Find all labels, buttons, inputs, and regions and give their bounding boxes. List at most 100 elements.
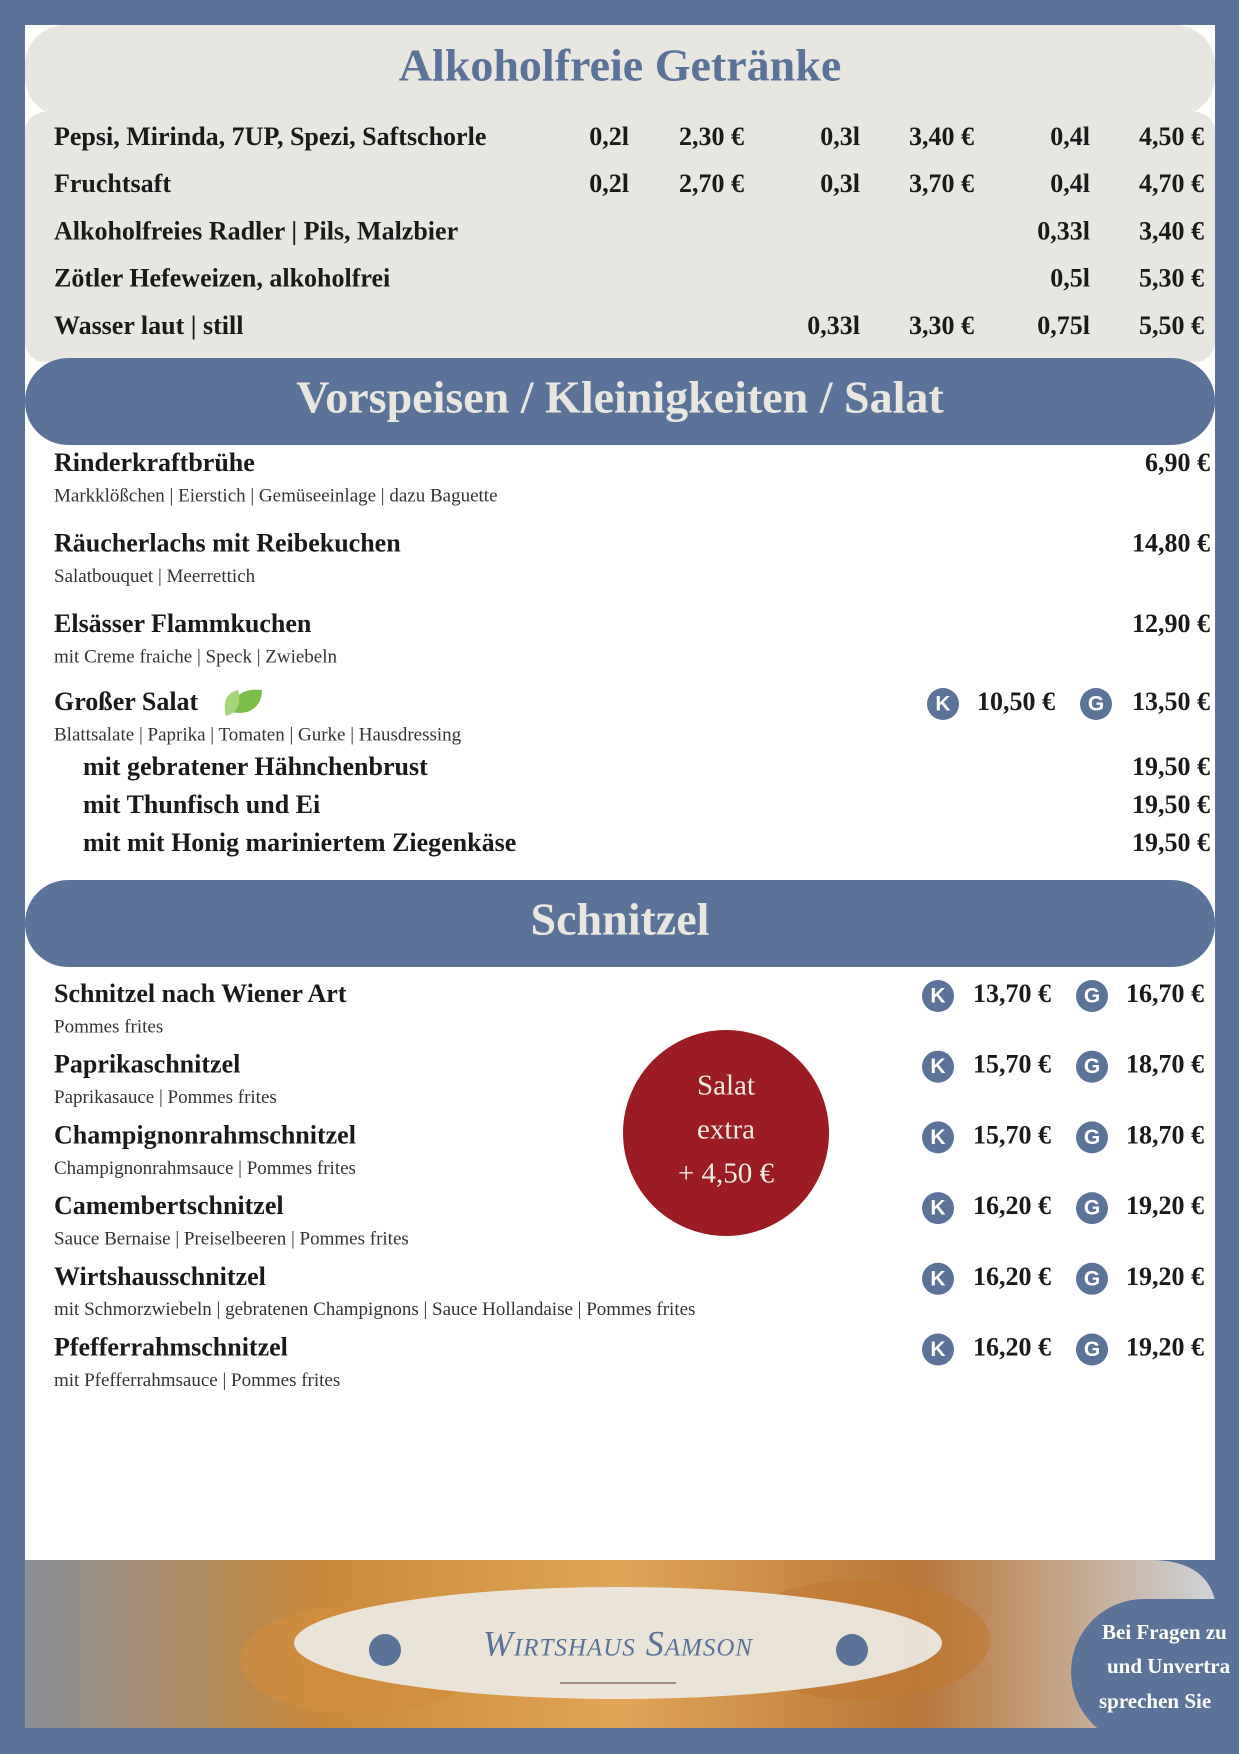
drink-name: Zötler Hefeweizen, alkoholfrei: [54, 264, 390, 293]
dish-price: 19,20 €: [1126, 1262, 1204, 1291]
drink-size: 0,5l: [1050, 264, 1090, 293]
variant-price: 19,50 €: [1132, 790, 1210, 819]
drink-name: Pepsi, Mirinda, 7UP, Spezi, Saftschorle: [54, 122, 486, 151]
dish-name: Räucherlachs mit Reibekuchen: [54, 528, 401, 557]
dish-name: Rinderkraftbrühe: [54, 448, 255, 477]
dish-name: Camembertschnitzel: [54, 1191, 284, 1220]
dish-description: Sauce Bernaise | Preiselbeeren | Pommes …: [54, 1228, 409, 1249]
drink-name: Alkoholfreies Radler | Pils, Malzbier: [54, 216, 458, 245]
badge-letter: K: [935, 693, 950, 716]
dish-name: Großer Salat: [54, 687, 199, 716]
dish-price: 16,20 €: [973, 1191, 1051, 1220]
drink-price: 3,40 €: [1139, 216, 1204, 245]
dish-price: 18,70 €: [1126, 1120, 1204, 1149]
extra-line: Salat: [697, 1070, 755, 1102]
size-badge: [1076, 1333, 1108, 1366]
extra-line: extra: [697, 1114, 755, 1146]
dish-price: 19,20 €: [1126, 1191, 1204, 1220]
dish-price: 6,90 €: [1145, 448, 1210, 477]
size-badge: [1076, 1262, 1108, 1295]
badge-letter: G: [1084, 1055, 1100, 1078]
drink-price: 4,50 €: [1139, 122, 1204, 151]
dish-description: Blattsalate | Paprika | Tomaten | Gurke …: [54, 724, 462, 745]
drink-size: 0,3l: [820, 122, 860, 151]
note-line: sprechen Sie: [1099, 1689, 1211, 1713]
dish-price: 18,70 €: [1126, 1050, 1204, 1079]
size-badge: [1076, 1121, 1108, 1154]
dish-description: mit Pfefferrahmsauce | Pommes frites: [54, 1370, 340, 1391]
drink-price: 5,50 €: [1139, 311, 1204, 340]
variant-name: mit mit Honig mariniertem Ziegenkäse: [83, 828, 516, 857]
drinks-bg: [25, 112, 1215, 362]
drink-price: 5,30 €: [1139, 264, 1204, 293]
variant-price: 19,50 €: [1132, 828, 1210, 857]
dish-price: 15,70 €: [973, 1050, 1051, 1079]
size-badge: [922, 1333, 954, 1366]
drink-size: 0,33l: [1037, 216, 1090, 245]
size-badge: [922, 1262, 954, 1295]
variant-name: mit gebratener Hähnchenbrust: [83, 752, 428, 781]
dish-name: Pfefferrahmschnitzel: [54, 1332, 288, 1361]
logo-crest: [836, 1634, 868, 1666]
drink-size: 0,3l: [820, 169, 860, 198]
extra-badge: [623, 1030, 829, 1236]
drink-price: 3,70 €: [909, 169, 974, 198]
badge-letter: K: [930, 1338, 945, 1361]
drink-size: 0,75l: [1037, 311, 1090, 340]
variant-name: mit Thunfisch und Ei: [83, 790, 320, 819]
badge-letter: G: [1084, 985, 1100, 1008]
dish-description: Champignonrahmsauce | Pommes frites: [54, 1158, 356, 1179]
section-pill: [25, 880, 1215, 967]
section-title: Vorspeisen / Kleinigkeiten / Salat: [296, 372, 944, 423]
variant-price: 19,50 €: [1132, 752, 1210, 781]
dish-name: Paprikaschnitzel: [54, 1050, 240, 1079]
dish-price: 16,20 €: [973, 1332, 1051, 1361]
dish-description: Pommes frites: [54, 1016, 163, 1037]
size-badge: [922, 980, 954, 1012]
drink-size: 0,4l: [1050, 122, 1090, 151]
badge-letter: K: [930, 1267, 945, 1290]
section-pill: [25, 358, 1215, 445]
veggie-icon: [232, 689, 262, 713]
size-badge: [1076, 980, 1108, 1012]
dish-price: 13,50 €: [1132, 687, 1210, 716]
dish-name: Elsässer Flammkuchen: [54, 609, 312, 638]
logo-crest: [369, 1634, 401, 1666]
dish-description: mit Schmorzwiebeln | gebratenen Champign…: [54, 1299, 695, 1320]
badge-letter: K: [930, 1055, 945, 1078]
dish-price: 13,70 €: [973, 979, 1051, 1008]
badge-letter: K: [930, 985, 945, 1008]
section-title: Alkoholfreie Getränke: [399, 40, 841, 91]
drink-size: 0,33l: [807, 311, 860, 340]
note-line: und Unvertra: [1107, 1654, 1231, 1678]
badge-letter: G: [1084, 1338, 1100, 1361]
dish-price: 16,20 €: [973, 1262, 1051, 1291]
badge-letter: G: [1084, 1197, 1100, 1220]
badge-letter: K: [930, 1126, 945, 1149]
drink-price: 4,70 €: [1139, 169, 1204, 198]
extra-line: + 4,50 €: [678, 1158, 775, 1190]
badge-letter: K: [930, 1197, 945, 1220]
dish-description: mit Creme fraiche | Speck | Zwiebeln: [54, 646, 338, 667]
note-badge: [1071, 1599, 1239, 1745]
size-badge: [927, 688, 959, 720]
logo-text: Wirtshaus Samson: [483, 1623, 754, 1663]
dish-description: Paprikasauce | Pommes frites: [54, 1087, 277, 1108]
drink-name: Fruchtsaft: [54, 169, 171, 198]
dish-price: 14,80 €: [1132, 528, 1210, 557]
note-line: Bei Fragen zu: [1102, 1620, 1227, 1644]
dish-price: 15,70 €: [973, 1120, 1051, 1149]
badge-letter: G: [1088, 693, 1104, 716]
dish-name: Champignonrahmschnitzel: [54, 1120, 356, 1149]
dish-description: Salatbouquet | Meerrettich: [54, 566, 256, 587]
dish-price: 19,20 €: [1126, 1332, 1204, 1361]
header-bg: [25, 25, 1215, 117]
drink-size: 0,2l: [589, 122, 629, 151]
size-badge: [1076, 1192, 1108, 1225]
drink-price: 2,30 €: [679, 122, 744, 151]
dish-price: 10,50 €: [977, 687, 1055, 716]
size-badge: [1076, 1050, 1108, 1083]
drink-size: 0,2l: [589, 169, 629, 198]
size-badge: [922, 1121, 954, 1154]
